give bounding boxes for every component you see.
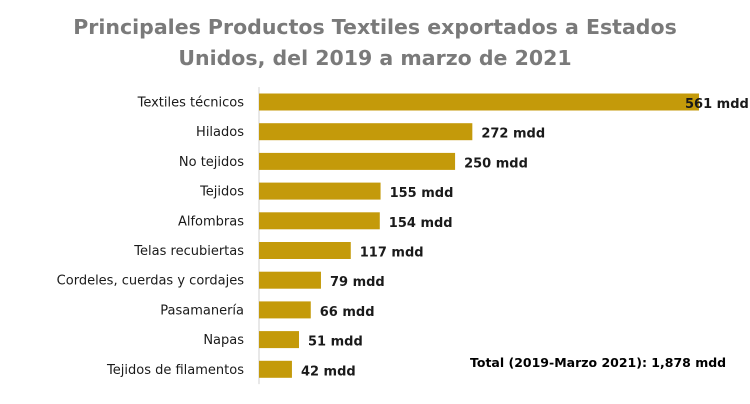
value-label: 272 mdd [481, 127, 545, 142]
bar [259, 331, 299, 349]
category-label: Alfombras [178, 214, 244, 229]
value-label: 42 mdd [301, 364, 356, 379]
value-label: 561 mdd [685, 97, 749, 112]
bar [259, 93, 699, 111]
value-labels: 561 mdd 272 mdd 250 mdd 155 mdd 154 mdd 117 m… [301, 97, 749, 379]
category-label: Tejidos [199, 185, 244, 200]
value-label: 250 mdd [464, 156, 528, 171]
chart-title: Principales Productos Textiles exportado… [0, 12, 750, 74]
bar [259, 301, 311, 319]
value-label: 117 mdd [360, 246, 424, 261]
bars [259, 93, 699, 378]
category-label: Pasamanería [160, 303, 244, 318]
category-label: Cordeles, cuerdas y cordajes [57, 274, 245, 289]
value-label: 154 mdd [389, 216, 453, 231]
category-label: Hilados [196, 125, 244, 140]
bar [259, 212, 380, 230]
total-annotation: Total (2019-Marzo 2021): 1,878 mdd [470, 355, 727, 370]
bar [259, 242, 351, 259]
value-label: 66 mdd [320, 305, 375, 320]
category-labels: Textiles técnicos Hilados No tejidos Tejido… [57, 96, 245, 378]
bar [259, 123, 473, 141]
chart-title-line-1: Principales Productos Textiles exportado… [73, 15, 677, 39]
category-label: Tejidos de filamentos [106, 363, 244, 378]
bar [259, 271, 321, 289]
value-label: 51 mdd [308, 335, 363, 350]
category-label: Telas recubiertas [133, 244, 244, 259]
category-label: Textiles técnicos [137, 96, 245, 111]
bar [259, 152, 456, 170]
value-label: 79 mdd [330, 275, 385, 290]
category-label: No tejidos [179, 155, 244, 170]
bar [259, 360, 292, 378]
value-label: 155 mdd [390, 186, 454, 201]
bar [259, 182, 381, 200]
category-label: Napas [203, 333, 244, 348]
chart-title-line-2: Unidos, del 2019 a marzo de 2021 [178, 46, 572, 70]
